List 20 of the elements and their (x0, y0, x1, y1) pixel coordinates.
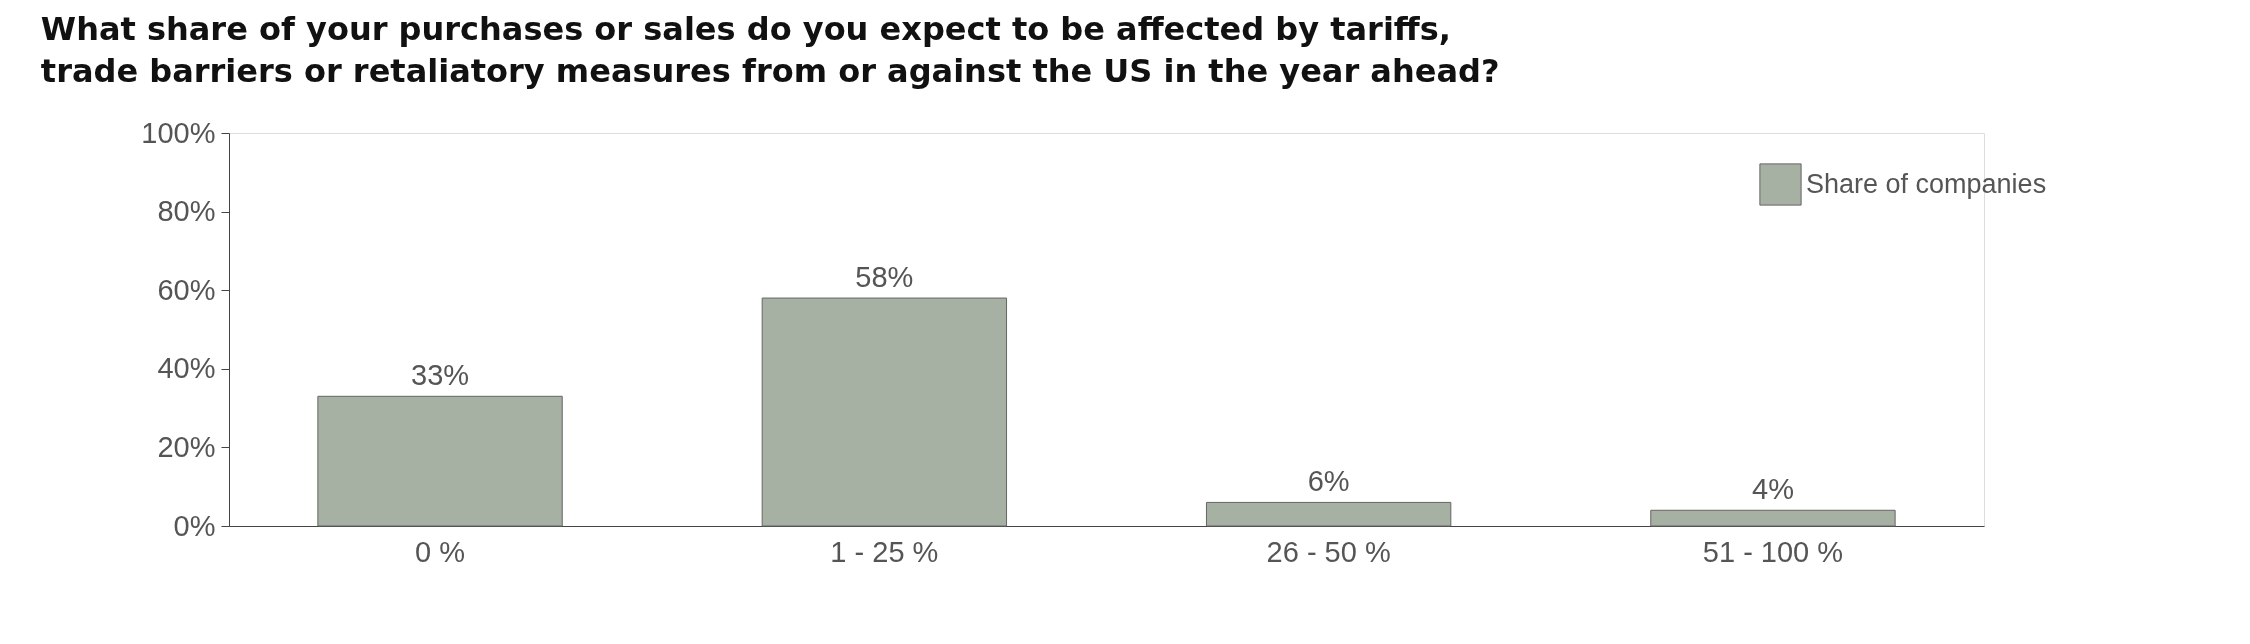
bar (1650, 509, 1896, 527)
y-tick-label: 100% (141, 116, 216, 149)
bar (317, 395, 563, 527)
data-label: 6% (1307, 465, 1350, 498)
y-tick-label: 0% (173, 509, 216, 542)
bar (1205, 501, 1452, 527)
data-label: 4% (1751, 473, 1794, 506)
y-tick-label: 40% (157, 352, 216, 385)
chart-title: What share of your purchases or sales do you expect to be affected by tariffs, trade barriers or retaliatory measures from or against the US in the year ahead? (40, 10, 1500, 90)
data-label: 58% (855, 261, 914, 294)
y-tick-label: 20% (157, 430, 216, 463)
data-label: 33% (411, 359, 470, 392)
x-tick-label: 26 - 50 % (1266, 535, 1391, 568)
x-tick-label: 1 - 25 % (830, 535, 939, 568)
bar (761, 297, 1008, 527)
x-tick-label: 51 - 100 % (1702, 535, 1844, 568)
x-tick-label: 0 % (415, 535, 466, 568)
y-tick-label: 60% (157, 273, 216, 306)
y-tick-label: 80% (157, 195, 216, 228)
legend-label: Share of companies (1806, 168, 2047, 199)
